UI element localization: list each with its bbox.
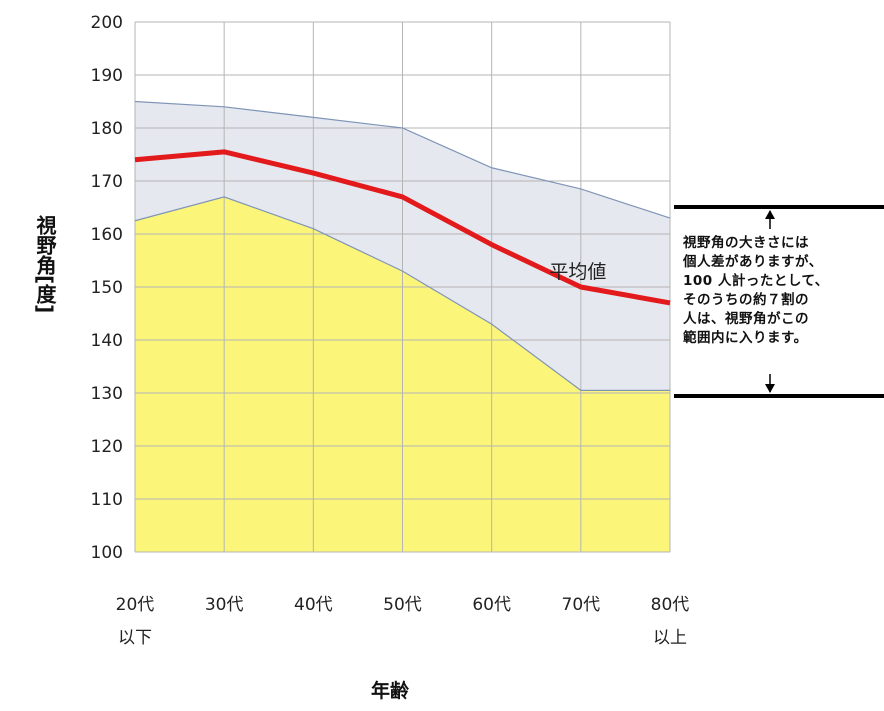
- series: [134, 100, 671, 391]
- y-tick-label: 180: [91, 119, 123, 139]
- x-tick-label: 30代: [205, 595, 244, 615]
- annotation-line: 範囲内に入ります。: [683, 330, 808, 346]
- bracket-arrow-down-head: [765, 384, 775, 393]
- upper-line: [134, 100, 671, 219]
- y-tick-label: 200: [91, 13, 123, 33]
- bracket-arrow-up-head: [765, 210, 775, 219]
- x-tick-label: 以上: [653, 628, 687, 648]
- annotation-line: 人は、視野角がこの: [683, 311, 809, 327]
- annotation-line: 100 人計ったとして、: [683, 273, 829, 289]
- lower-line: [134, 196, 670, 391]
- grid: [134, 21, 671, 553]
- x-tick-label: 以下: [118, 628, 152, 648]
- y-tick-label: 140: [91, 331, 123, 351]
- x-tick-label: 80代: [651, 595, 690, 615]
- x-tick-label: 70代: [562, 595, 601, 615]
- average-label: 平均値: [549, 261, 606, 283]
- y-tick-label: 100: [91, 543, 123, 563]
- x-tick-label: 60代: [472, 595, 511, 615]
- range-bracket: [674, 205, 884, 398]
- y-tick-label: 150: [91, 278, 123, 298]
- range-annotation: 視野角の大きさには 個人差がありますが、 100 人計ったとして、 そのうちの約７割の…: [683, 234, 879, 348]
- y-tick-label: 160: [91, 225, 123, 245]
- x-tick-label: 50代: [383, 595, 422, 615]
- annotation-line: そのうちの約７割の: [683, 292, 809, 308]
- y-tick-label: 110: [91, 490, 123, 510]
- y-tick-label: 170: [91, 172, 123, 192]
- annotation-line: 個人差がありますが、: [683, 254, 823, 270]
- y-tick-label: 130: [91, 384, 123, 404]
- x-tick-label: 40代: [294, 595, 333, 615]
- y-axis-label: 視野角[度]: [33, 215, 57, 314]
- y-tick-label: 120: [91, 437, 123, 457]
- annotation-line: 視野角の大きさには: [683, 235, 809, 251]
- x-tick-label: 20代: [116, 595, 155, 615]
- y-tick-labels: 100 110 120 130 140 150 160 170 180 190 200: [91, 13, 123, 563]
- y-tick-label: 190: [91, 66, 123, 86]
- x-axis-label: 年齢: [370, 680, 409, 702]
- average-line: [134, 149, 671, 306]
